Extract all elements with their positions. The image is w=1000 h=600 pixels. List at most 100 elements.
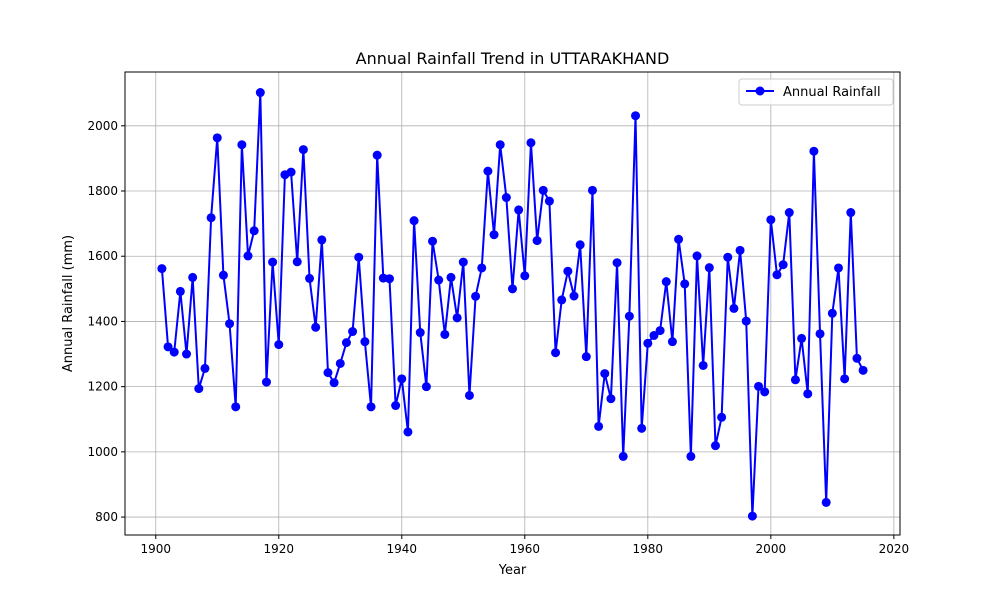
data-point-1919	[268, 257, 278, 267]
data-point-1955	[489, 230, 499, 240]
data-point-1932	[348, 327, 358, 337]
data-point-1915	[243, 251, 253, 261]
data-point-1972	[594, 421, 604, 431]
data-point-2011	[833, 263, 843, 273]
data-point-1935	[366, 402, 376, 412]
data-point-2014	[852, 353, 862, 363]
data-point-1951	[464, 390, 474, 400]
y-axis-label: Annual Rainfall (mm)	[61, 235, 76, 372]
data-point-1958	[508, 284, 517, 294]
data-point-1964	[544, 196, 554, 206]
data-point-1996	[741, 316, 751, 326]
x-axis-label: Year	[498, 563, 527, 578]
data-point-1984	[667, 337, 677, 347]
legend-box	[738, 78, 894, 106]
data-point-1987	[686, 451, 696, 461]
data-point-1925	[305, 273, 315, 283]
data-point-1924	[298, 145, 308, 155]
data-point-1928	[323, 368, 333, 378]
data-point-1904	[175, 286, 185, 296]
data-point-1926	[311, 322, 321, 332]
data-point-2007	[809, 146, 819, 156]
data-point-1953	[477, 263, 487, 273]
data-point-1923	[292, 257, 302, 267]
data-point-1994	[729, 303, 739, 313]
data-point-1909	[206, 213, 216, 223]
data-point-1976	[618, 451, 628, 461]
data-point-1990	[704, 263, 714, 273]
data-point-1912	[225, 319, 235, 329]
plot-frame	[124, 71, 901, 536]
data-point-1959	[514, 205, 524, 215]
data-point-1981	[649, 330, 659, 340]
data-point-1918	[261, 377, 271, 387]
data-point-1906	[188, 272, 198, 282]
data-point-1992	[717, 412, 727, 422]
data-point-2003	[784, 208, 794, 218]
y-tick-label: 1400	[87, 314, 118, 328]
data-point-1970	[581, 352, 591, 362]
y-tick-label: 1000	[87, 445, 118, 459]
data-point-1942	[409, 216, 419, 226]
data-point-1913	[231, 402, 241, 412]
data-point-1965	[551, 348, 561, 358]
data-point-1950	[458, 257, 468, 267]
axis-ticks: 1900 1920 1940 1960 1980 2000 2020 800 1000 1200 1…	[87, 119, 909, 556]
data-point-2013	[846, 208, 856, 218]
x-tick-label: 1920	[263, 542, 294, 556]
y-tick-label: 2000	[87, 119, 118, 133]
data-point-1952	[471, 291, 481, 301]
y-tick-label: 800	[95, 510, 118, 524]
legend-label: Annual Rainfall	[783, 85, 881, 100]
data-point-1931	[341, 338, 351, 348]
data-point-1905	[182, 349, 192, 359]
data-point-1945	[428, 236, 438, 246]
data-point-1977	[624, 311, 634, 321]
data-point-1911	[218, 270, 228, 280]
y-tick-label: 1600	[87, 249, 118, 263]
data-point-1914	[237, 140, 247, 150]
data-point-1999	[760, 387, 770, 397]
data-point-1995	[735, 245, 745, 255]
data-point-2000	[766, 215, 776, 225]
chart-title: Annual Rainfall Trend in UTTARAKHAND	[356, 49, 670, 68]
data-point-2004	[790, 375, 800, 385]
x-tick-label: 2020	[879, 542, 910, 556]
data-point-1997	[747, 511, 757, 521]
legend: Annual Rainfall	[738, 78, 894, 106]
data-point-1939	[391, 401, 401, 411]
data-point-1979	[637, 423, 647, 433]
data-point-1956	[495, 140, 505, 150]
data-point-1943	[415, 328, 425, 338]
x-tick-label: 1980	[633, 542, 664, 556]
data-point-1975	[612, 258, 622, 268]
data-point-1903	[169, 347, 179, 357]
data-point-1938	[384, 274, 394, 284]
data-point-1936	[372, 150, 382, 160]
data-point-1902	[163, 342, 173, 352]
data-point-1901	[157, 264, 167, 274]
data-point-2015	[858, 365, 868, 375]
data-point-1986	[680, 279, 690, 289]
data-point-1920	[274, 340, 284, 350]
data-point-1957	[501, 193, 511, 203]
data-point-1960	[520, 271, 530, 281]
data-point-1954	[483, 166, 493, 176]
data-point-1941	[403, 427, 413, 437]
data-point-1973	[600, 369, 610, 379]
data-point-2009	[821, 497, 831, 507]
data-point-2010	[827, 308, 837, 318]
data-point-1944	[421, 382, 431, 392]
data-point-1961	[526, 138, 536, 148]
legend-marker-swatch	[755, 86, 765, 96]
y-tick-label: 1800	[87, 184, 118, 198]
data-point-1991	[710, 441, 720, 451]
data-point-1948	[446, 272, 456, 282]
x-tick-label: 1960	[510, 542, 541, 556]
y-tick-label: 1200	[87, 380, 118, 394]
data-point-1930	[335, 358, 345, 368]
data-point-1927	[317, 235, 327, 245]
data-point-2001	[772, 270, 782, 280]
data-point-1966	[557, 295, 567, 305]
data-point-1971	[587, 185, 597, 195]
